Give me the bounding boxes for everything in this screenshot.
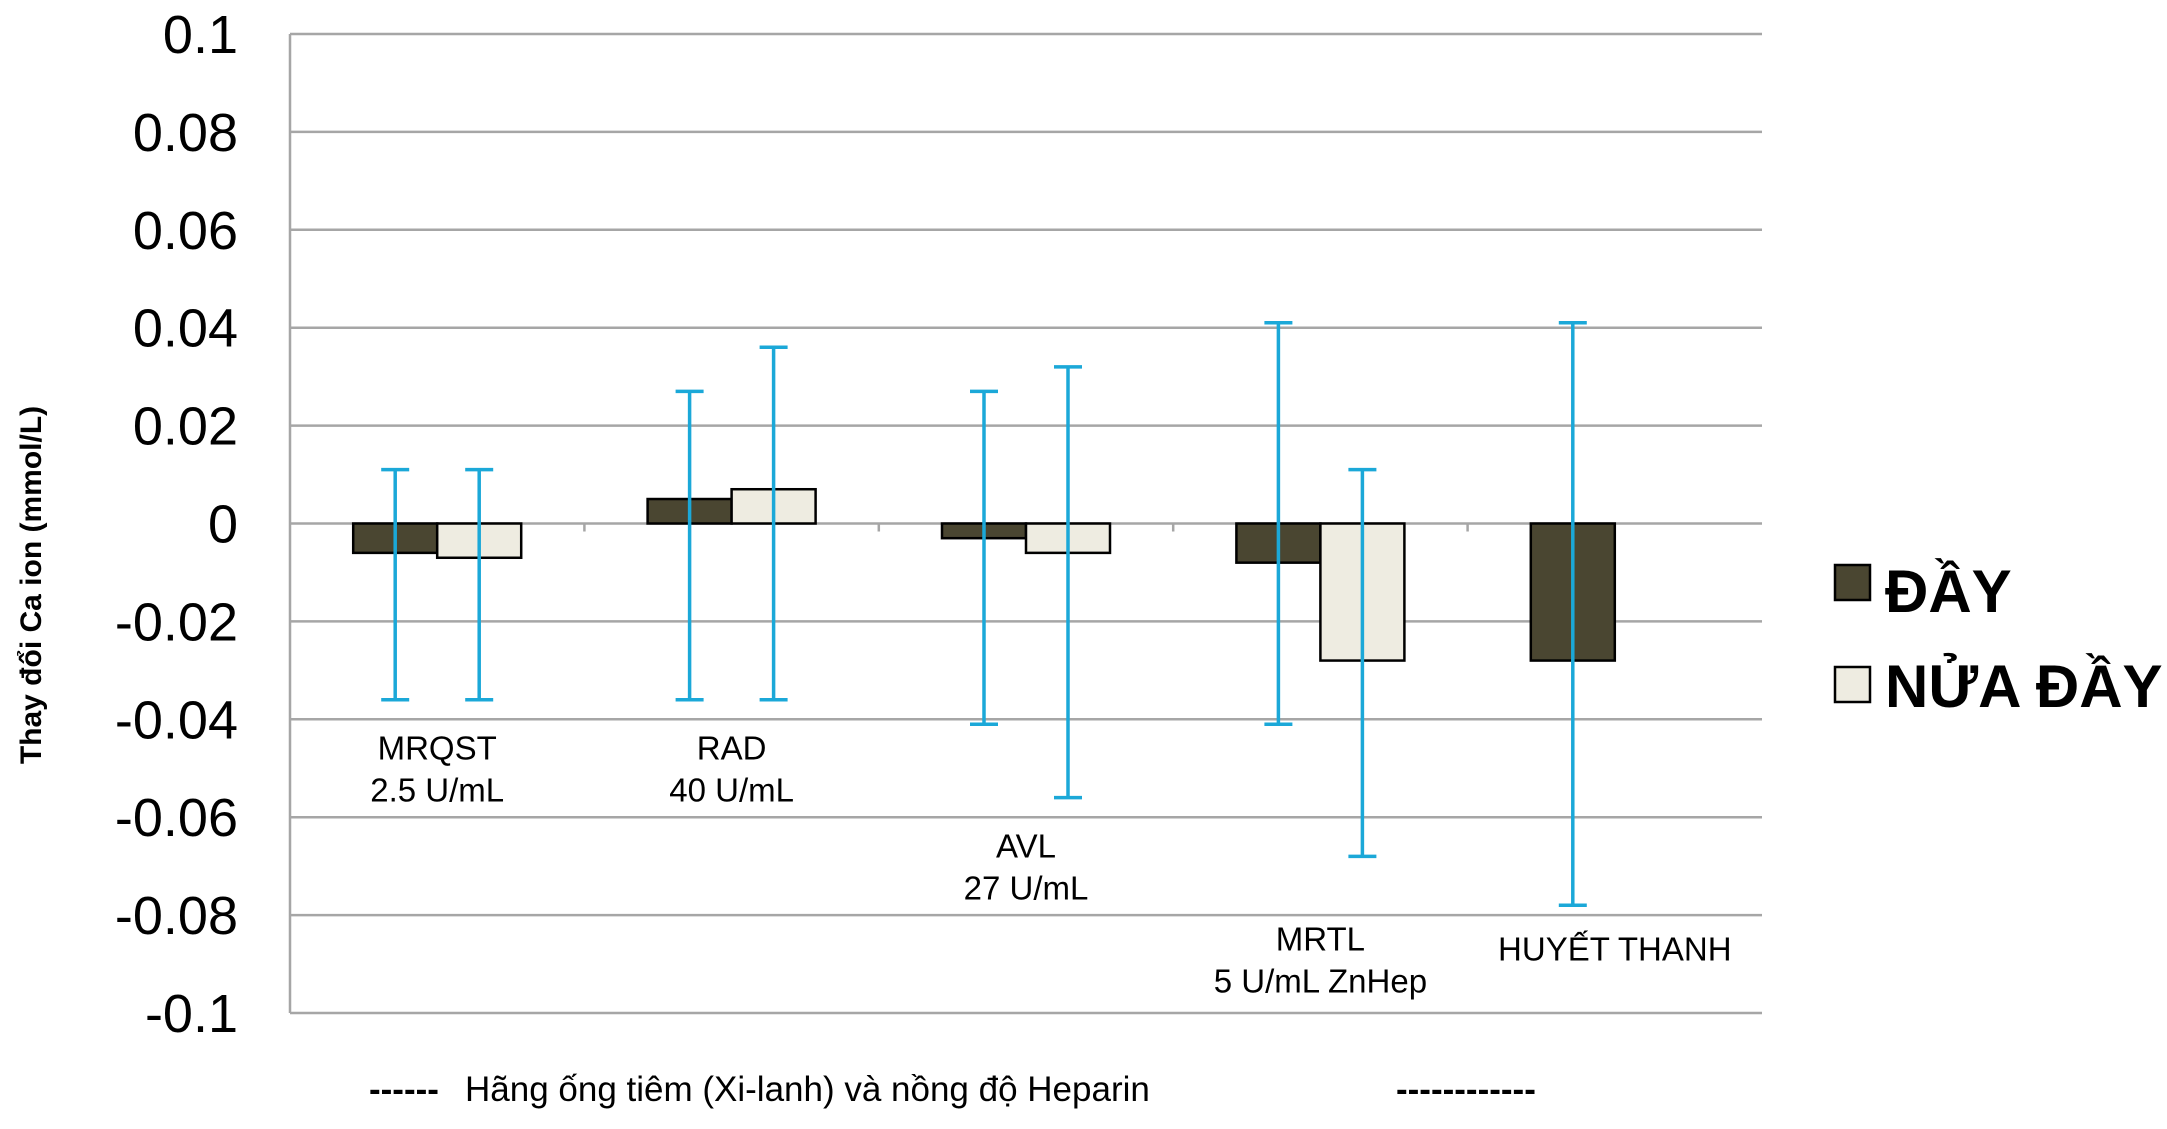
category-label: AVL — [996, 828, 1056, 865]
y-tick-label: 0.06 — [133, 201, 238, 261]
y-tick-label: 0 — [208, 495, 238, 555]
category-label: 27 U/mL — [964, 870, 1089, 907]
y-tick-label: -0.08 — [115, 886, 238, 946]
category-labels: MRQST 2.5 U/mL RAD 40 U/mL AVL 27 U/mL MRTL 5 U… — [370, 730, 1731, 1000]
x-axis-title-prefix: ------ — [369, 1070, 439, 1109]
legend: ĐẦY NỬA ĐẦY — [1833, 558, 2163, 720]
y-tick-label: 0.1 — [163, 5, 238, 65]
legend-label-nua-day: NỬA ĐẦY — [1885, 653, 2163, 720]
y-tick-label: 0.08 — [133, 103, 238, 163]
y-tick-label: -0.06 — [115, 788, 238, 848]
y-tick-label: 0.04 — [133, 299, 238, 359]
y-tick-label: -0.1 — [145, 984, 238, 1044]
legend-label-day: ĐẦY — [1885, 558, 2012, 625]
error-bars — [381, 321, 1587, 908]
category-label: HUYẾT THANH — [1498, 930, 1731, 967]
y-tick-label: -0.04 — [115, 690, 238, 750]
category-label: 2.5 U/mL — [370, 772, 504, 809]
y-tick-labels: 0.1 0.08 0.06 0.04 0.02 0 -0.02 -0.04 -0.06 -0.08… — [115, 5, 238, 1044]
category-label: MRTL — [1276, 921, 1365, 958]
category-label: 40 U/mL — [669, 772, 794, 809]
y-tick-label: -0.02 — [115, 592, 238, 652]
x-axis-label: Hãng ống tiêm (Xi-lanh) và nồng độ Hepar… — [465, 1070, 1150, 1109]
legend-swatch-nua-day — [1833, 665, 1872, 704]
x-axis-title: ------ Hãng ống tiêm (Xi-lanh) và nồng đ… — [369, 1070, 1536, 1109]
category-label: RAD — [697, 730, 767, 767]
y-axis-label: Thay đổi Ca ion (mmol/L) — [15, 406, 48, 764]
category-label: 5 U/mL ZnHep — [1214, 963, 1427, 1000]
x-axis-title-suffix: ------------ — [1396, 1070, 1536, 1109]
y-tick-label: 0.02 — [133, 397, 238, 457]
category-label: MRQST — [378, 730, 497, 767]
legend-swatch-day — [1833, 563, 1872, 602]
